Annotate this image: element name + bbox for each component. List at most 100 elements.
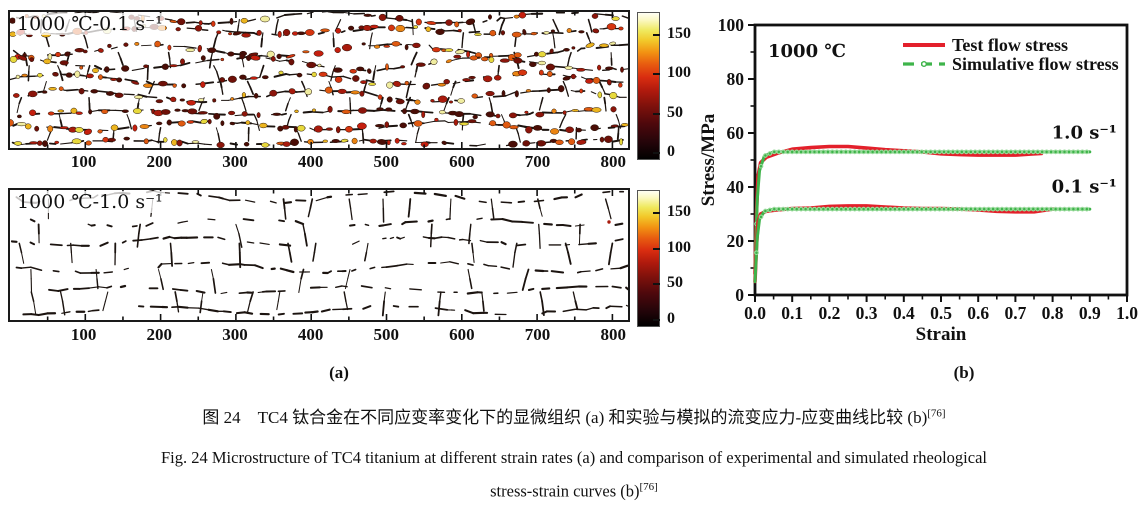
legend-sim-label: Simulative flow stress: [952, 54, 1119, 74]
grain-boundary: [524, 268, 530, 280]
alpha-phase-speck: [555, 139, 564, 145]
alpha-phase-speck: [437, 95, 448, 103]
grain-boundary: [615, 114, 619, 121]
grain-boundary: [141, 238, 152, 241]
alpha-phase-speck: [489, 120, 497, 127]
grain-boundary: [405, 86, 410, 99]
alpha-phase-speck: [488, 56, 495, 63]
grain-boundary: [500, 201, 513, 204]
sim-marker: [1075, 149, 1081, 155]
grain-boundary: [29, 241, 36, 246]
sim-marker: [798, 206, 804, 212]
alpha-phase-speck: [546, 87, 551, 94]
grain-boundary: [621, 15, 628, 19]
colorbar-tick: [653, 152, 660, 154]
grain-boundary: [413, 51, 418, 60]
alpha-phase-speck: [435, 28, 445, 35]
alpha-phase-speck: [47, 125, 54, 133]
alpha-phase-speck: [469, 55, 478, 61]
alpha-phase-speck: [180, 58, 185, 65]
alpha-phase-speck: [585, 42, 595, 48]
alpha-phase-speck: [592, 76, 601, 84]
grain-boundary: [317, 31, 325, 35]
sim-marker: [888, 149, 893, 155]
sim-marker: [834, 149, 840, 155]
grain-boundary: [469, 113, 482, 117]
alpha-phase-speck: [402, 108, 407, 115]
grain-boundary: [59, 119, 63, 128]
sim-marker: [767, 151, 773, 156]
alpha-phase-speck: [376, 107, 384, 111]
micro-panel-0.1s: 1000 ℃-0.1 s⁻¹: [8, 10, 630, 150]
grain-boundary: [407, 113, 412, 122]
grain-boundary: [428, 44, 434, 50]
grain-boundary: [610, 267, 622, 270]
grain-boundary: [521, 220, 534, 224]
grain-boundary: [283, 207, 287, 220]
alpha-phase-speck: [430, 58, 438, 65]
grain-boundary: [288, 251, 293, 263]
grain-boundary: [414, 70, 417, 78]
sim-marker: [780, 206, 786, 212]
colorbar-top: 150 100 50 0: [637, 12, 701, 160]
alpha-phase-speck: [453, 54, 462, 59]
alpha-phase-speck: [535, 111, 545, 118]
alpha-phase-speck: [311, 71, 317, 78]
alpha-phase-speck: [232, 31, 242, 36]
grain-boundary: [169, 242, 173, 254]
grain-boundary: [521, 277, 527, 291]
grain-boundary: [204, 143, 212, 146]
sim-marker: [874, 149, 880, 155]
colorbar-tick-label: 50: [667, 274, 683, 292]
alpha-phase-speck: [493, 75, 502, 81]
alpha-phase-speck: [86, 73, 94, 79]
sim-marker: [852, 149, 858, 155]
grain-boundary: [539, 291, 543, 303]
grain-boundary: [587, 18, 591, 27]
alpha-phase-speck: [57, 109, 65, 113]
alpha-phase-speck: [82, 49, 88, 54]
alpha-phase-speck: [388, 24, 395, 32]
sim-marker: [1084, 149, 1090, 155]
grain-boundary: [269, 200, 277, 204]
grain-boundary: [131, 67, 145, 71]
micro-x-tick-label: 800: [600, 325, 626, 344]
alpha-phase-speck: [311, 108, 317, 113]
alpha-phase-speck: [501, 90, 506, 97]
grain-boundary: [550, 270, 565, 274]
sim-marker: [1066, 206, 1072, 212]
sim-marker: [1030, 149, 1036, 155]
micro-x-tick-label: 100: [70, 325, 97, 344]
alpha-phase-speck: [609, 92, 618, 100]
alpha-phase-speck: [550, 128, 560, 135]
grain-boundary: [500, 266, 511, 270]
alpha-phase-speck: [48, 87, 57, 91]
sim-marker: [771, 206, 777, 212]
grain-boundary: [559, 119, 564, 129]
grain-boundary: [206, 58, 220, 62]
y-tick-label: 20: [727, 231, 745, 251]
x-axis-title: Strain: [916, 324, 967, 345]
sim-marker: [1039, 149, 1045, 155]
grain-boundary: [340, 30, 346, 34]
alpha-phase-speck: [590, 124, 599, 132]
grain-boundary: [49, 243, 63, 247]
alpha-phase-speck: [282, 28, 291, 37]
alpha-phase-speck: [591, 13, 599, 19]
grain-boundary: [589, 24, 593, 33]
grain-boundary: [476, 143, 486, 147]
grain-boundary: [87, 64, 91, 73]
alpha-phase-speck: [619, 138, 623, 146]
grain-boundary: [614, 222, 624, 226]
alpha-phase-speck: [335, 27, 342, 34]
grain-boundary: [220, 291, 228, 295]
grain-boundary: [342, 75, 352, 80]
grain-boundary: [170, 251, 174, 267]
sim-marker: [941, 206, 947, 212]
colorbar-tick-label: 0: [667, 143, 675, 160]
micro-x-tick-label: 600: [449, 325, 475, 344]
alpha-phase-speck: [474, 32, 482, 36]
colorbar-tick: [653, 112, 660, 115]
grain-boundary: [404, 220, 418, 224]
